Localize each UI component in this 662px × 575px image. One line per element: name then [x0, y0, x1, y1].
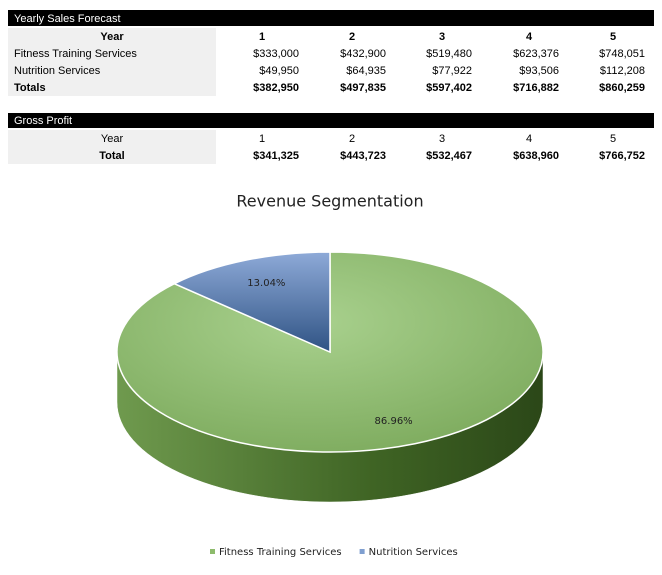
cell: $623,376: [513, 48, 559, 60]
label-column: [8, 130, 216, 164]
header-cell: 1: [259, 31, 265, 43]
header-cell: 5: [610, 31, 616, 43]
cell: $748,051: [599, 48, 645, 60]
cell: $112,208: [600, 65, 645, 77]
cell: $860,259: [599, 82, 645, 94]
cell: $716,882: [513, 82, 559, 94]
header-cell: 4: [526, 31, 533, 43]
cell: $638,960: [513, 150, 559, 162]
cell: 4: [526, 133, 532, 145]
cell: 2: [349, 133, 355, 145]
cell: $333,000: [253, 48, 299, 60]
legend-entry: Fitness Training Services: [219, 547, 342, 558]
cell: $597,402: [426, 82, 472, 94]
row-label: Year: [101, 133, 124, 145]
header-cell: Year: [100, 31, 124, 43]
title-bar: [8, 113, 654, 128]
cell: $382,950: [253, 82, 299, 94]
row-label: Totals: [14, 82, 46, 94]
cell: $532,467: [426, 150, 472, 162]
cell: $497,835: [340, 82, 386, 94]
cell: $93,506: [519, 65, 559, 77]
row-label: Fitness Training Services: [14, 48, 137, 60]
chart-title: Revenue Segmentation: [236, 192, 423, 211]
pie-slice: [172, 251, 331, 354]
cell: $766,752: [599, 150, 645, 162]
cell: $443,723: [340, 150, 386, 162]
data-label: 86.96%: [375, 416, 413, 427]
legend-marker: [210, 549, 215, 554]
cell: $64,935: [346, 65, 386, 77]
table-title: Gross Profit: [14, 115, 72, 127]
cell: $49,950: [259, 65, 299, 77]
label-column: [8, 28, 216, 96]
cell: 3: [439, 133, 445, 145]
cell: $341,325: [253, 150, 299, 162]
table-title: Yearly Sales Forecast: [14, 13, 121, 25]
header-cell: 2: [349, 31, 355, 43]
header-cell: 3: [439, 31, 445, 43]
cell: $77,922: [432, 65, 472, 77]
row-label: Total: [99, 150, 124, 162]
row-label: Nutrition Services: [14, 65, 101, 77]
legend-marker: [359, 549, 365, 554]
cell: $519,480: [426, 48, 472, 60]
legend-entry: Nutrition Services: [369, 547, 458, 558]
cell: 5: [610, 133, 616, 145]
cell: $432,900: [340, 48, 386, 60]
title-bar: [8, 10, 654, 26]
data-label: 13.04%: [247, 278, 285, 289]
cell: 1: [259, 133, 265, 145]
